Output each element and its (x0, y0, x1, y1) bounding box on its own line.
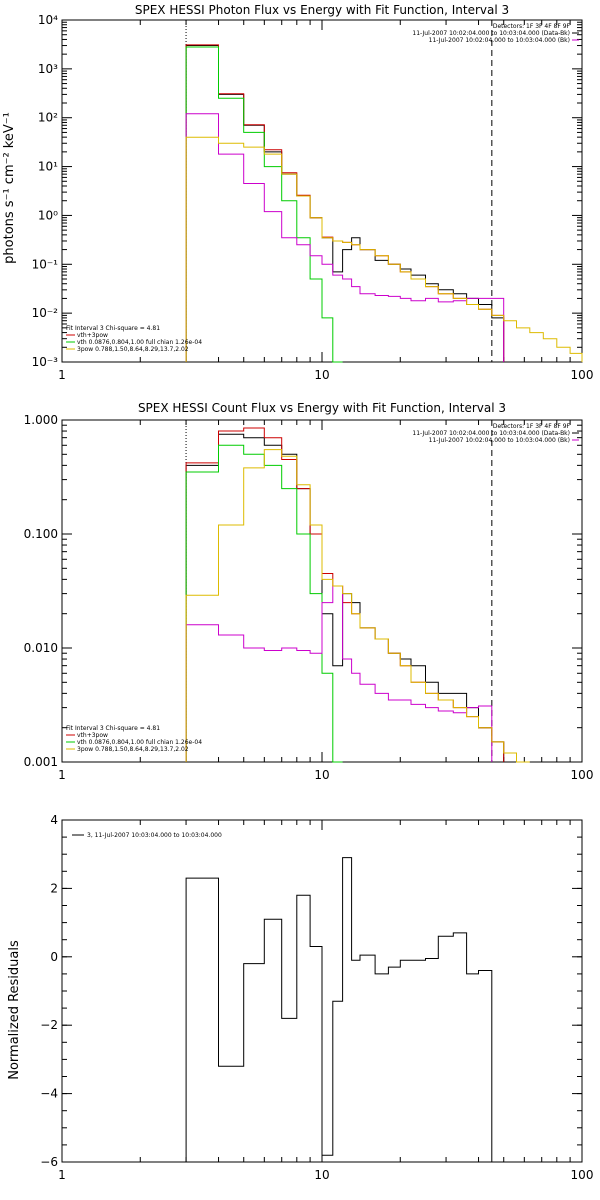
y-tick-label: −2 (40, 1018, 58, 1032)
legend-bottom-text: vth+3pow (77, 732, 108, 739)
y-tick-label: 0.100 (24, 527, 58, 541)
series-step-line-1 (185, 44, 505, 362)
y-tick-label: 2 (50, 881, 58, 895)
series-step-line-4 (185, 136, 583, 362)
y-tick-label: 10³ (38, 62, 58, 76)
legend-top-text: Detectors: 1F 3F 4F 8F 9F (493, 423, 571, 430)
residuals-panel: Normalized Residuals 1 10 100 −6 −4 −2 0 2 4 3, 1… (7, 813, 593, 1182)
x-tick-label: 100 (571, 1168, 594, 1182)
y-tick-label: 4 (50, 813, 58, 827)
y-tick-label: 10⁻³ (32, 355, 59, 369)
photon-flux-panel: SPEX HESSI Photon Flux vs Energy with Fi… (2, 3, 593, 382)
x-tick-label: 10 (314, 1168, 329, 1182)
legend-bottom-text: Fit Interval 3 Chi-square = 4.81 (66, 325, 160, 332)
y-tick-label: 1.000 (24, 413, 58, 427)
x-tick-label: 10 (314, 368, 329, 382)
y-tick-label: 10² (38, 111, 58, 125)
legend-top-text: Detectors: 1F 3F 4F 8F 9F (493, 23, 571, 30)
legend-bottom-text: 3pow 0.788,1.50,8.64,8.29,13.7,2.02 (77, 346, 189, 353)
legend-top-text: 11-Jul-2007 10:02:04.000 to 10:03:04.000… (412, 30, 570, 37)
series-step-line-3 (185, 113, 505, 362)
y-tick-label: 0.001 (24, 755, 58, 769)
series-step-line-4 (185, 449, 530, 763)
x-tick-label: 10 (314, 768, 329, 782)
y-tick-label: 10¹ (38, 160, 58, 174)
legend-bottom-text: 3pow 0.788,1.50,8.64,8.29,13.7,2.02 (77, 746, 189, 753)
legend-bottom-text: Fit Interval 3 Chi-square = 4.81 (66, 725, 160, 732)
residuals-ylabel: Normalized Residuals (7, 940, 22, 1080)
legend-bottom-text: vth 0.0876,0.804,1.00 full chian 1.26e-0… (77, 739, 202, 746)
series-step-line-2 (185, 444, 343, 763)
x-tick-label: 1 (58, 1168, 66, 1182)
legend-top-text: 11-Jul-2007 10:02:04.000 to 10:03:04.000… (429, 437, 570, 444)
series-step-line-0 (185, 45, 505, 362)
photon-flux-title: SPEX HESSI Photon Flux vs Energy with Fi… (135, 3, 509, 17)
count-flux-title: SPEX HESSI Count Flux vs Energy with Fit… (138, 401, 506, 415)
y-tick-label: 10⁻² (32, 306, 59, 320)
legend-bottom-text: vth 0.0876,0.804,1.00 full chian 1.26e-0… (77, 339, 202, 346)
series-step-line-2 (185, 46, 343, 363)
x-tick-label: 1 (58, 368, 66, 382)
photon-flux-ylabel: photons s⁻¹ cm⁻² keV⁻¹ (2, 112, 17, 264)
y-tick-label: 0.010 (24, 641, 58, 655)
x-tick-label: 100 (571, 368, 594, 382)
x-tick-label: 100 (571, 768, 594, 782)
legend-top-text: 11-Jul-2007 10:02:04.000 to 10:03:04.000… (412, 430, 570, 437)
y-tick-label: 10⁴ (38, 13, 58, 27)
count-flux-panel: SPEX HESSI Count Flux vs Energy with Fit… (24, 401, 594, 782)
y-tick-label: −4 (40, 1087, 58, 1101)
series-step-line-0 (185, 857, 493, 1162)
y-tick-label: −6 (40, 1155, 58, 1169)
series-step-line-3 (185, 585, 493, 762)
series-step-line-0 (185, 433, 505, 762)
series-step-line-1 (185, 427, 505, 762)
y-tick-label: 10⁰ (38, 208, 58, 222)
x-tick-label: 1 (58, 768, 66, 782)
y-tick-label: 0 (50, 950, 58, 964)
y-tick-label: 10⁻¹ (32, 257, 59, 271)
legend-top-text: 3, 11-Jul-2007 10:03:04.000 to 10:03:04.… (87, 832, 222, 839)
legend-bottom-text: vth+3pow (77, 332, 108, 339)
legend-top-text: 11-Jul-2007 10:02:04.000 to 10:03:04.000… (429, 37, 570, 44)
